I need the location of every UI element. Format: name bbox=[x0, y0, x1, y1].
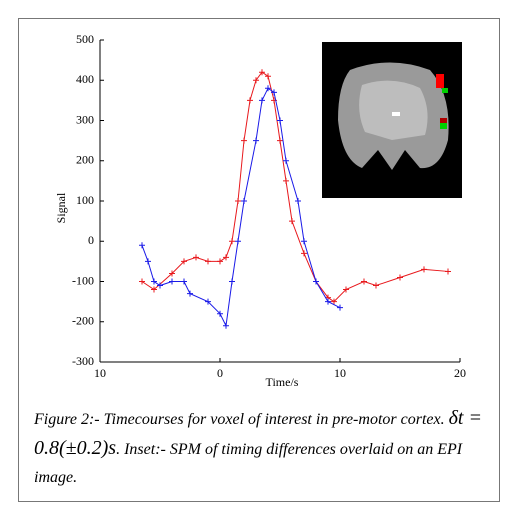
y-tick-label: 400 bbox=[76, 72, 94, 86]
point-marker bbox=[139, 278, 145, 285]
point-marker bbox=[217, 310, 223, 317]
point-marker bbox=[223, 322, 229, 329]
caption-text: Figure 2:- Timecourses for voxel of inte… bbox=[34, 411, 445, 428]
point-marker bbox=[253, 137, 259, 144]
y-tick-label: -200 bbox=[72, 314, 94, 328]
point-marker bbox=[169, 278, 175, 285]
point-marker bbox=[313, 278, 319, 285]
point-marker bbox=[217, 258, 223, 265]
point-marker bbox=[157, 282, 163, 289]
point-marker bbox=[181, 258, 187, 265]
figure-frame bbox=[18, 18, 500, 502]
point-marker bbox=[277, 137, 283, 144]
caption: Figure 2:- Timecourses for voxel of inte… bbox=[34, 404, 494, 492]
point-marker bbox=[235, 198, 241, 204]
caption-formula: δt = 0.8(±0.2)s bbox=[34, 407, 482, 459]
point-marker bbox=[265, 73, 271, 80]
point-marker bbox=[277, 117, 283, 124]
point-marker bbox=[229, 278, 235, 285]
point-marker bbox=[421, 266, 427, 273]
point-marker bbox=[295, 198, 301, 204]
point-marker bbox=[325, 298, 331, 305]
point-marker bbox=[259, 97, 265, 104]
point-marker bbox=[187, 290, 193, 297]
point-marker bbox=[283, 177, 289, 184]
point-marker bbox=[265, 85, 271, 92]
point-marker bbox=[145, 258, 151, 265]
point-marker bbox=[205, 298, 211, 305]
point-marker bbox=[271, 89, 277, 96]
x-axis-label: Time/s bbox=[266, 375, 299, 389]
y-tick-label: 300 bbox=[76, 112, 94, 126]
y-tick-label: -100 bbox=[72, 273, 94, 287]
point-marker bbox=[301, 250, 307, 257]
point-marker bbox=[331, 298, 337, 305]
x-tick-label: 0 bbox=[217, 366, 223, 380]
point-marker bbox=[289, 218, 295, 225]
point-marker bbox=[205, 258, 211, 265]
y-tick-label: 500 bbox=[76, 32, 94, 46]
point-marker bbox=[223, 254, 229, 261]
y-axis-label: Signal bbox=[54, 192, 68, 223]
point-marker bbox=[247, 97, 253, 104]
chart: Time/s Signal -300-200-10001002003004005… bbox=[54, 32, 466, 389]
point-marker bbox=[181, 278, 187, 285]
y-tick-label: 100 bbox=[76, 193, 94, 207]
point-marker bbox=[235, 238, 241, 245]
x-tick-label: 20 bbox=[454, 366, 466, 380]
x-tick-label: 10 bbox=[334, 366, 346, 380]
point-marker bbox=[373, 282, 379, 289]
series-line bbox=[141, 87, 341, 328]
point-marker bbox=[343, 286, 349, 293]
y-tick-label: 200 bbox=[76, 153, 94, 167]
point-marker bbox=[139, 242, 145, 249]
point-marker bbox=[259, 69, 265, 76]
y-tick-label: -300 bbox=[72, 354, 94, 368]
point-marker bbox=[253, 77, 259, 84]
point-marker bbox=[301, 238, 307, 245]
point-marker bbox=[193, 254, 199, 261]
point-marker bbox=[229, 238, 235, 245]
caption-text: . Inset:- SPM of timing differences over… bbox=[34, 441, 463, 486]
point-marker bbox=[283, 157, 289, 164]
point-marker bbox=[151, 278, 157, 285]
point-marker bbox=[151, 286, 157, 293]
point-marker bbox=[241, 198, 247, 204]
inset-image bbox=[322, 42, 462, 198]
point-marker bbox=[361, 278, 367, 285]
point-marker bbox=[445, 268, 451, 275]
x-tick-label: 10 bbox=[94, 366, 106, 380]
point-marker bbox=[337, 304, 343, 311]
point-marker bbox=[397, 274, 403, 281]
y-tick-label: 0 bbox=[88, 233, 94, 247]
point-marker bbox=[241, 137, 247, 144]
point-marker bbox=[169, 270, 175, 277]
